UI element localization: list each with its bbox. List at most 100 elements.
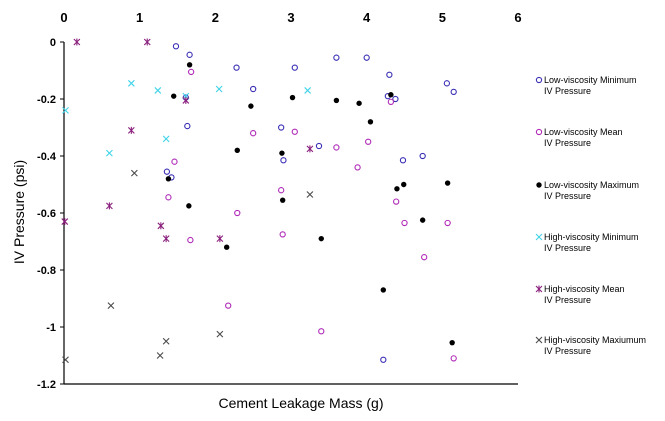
data-point (234, 147, 240, 153)
data-point (399, 157, 407, 164)
legend-label-line2: IV Pressure (544, 86, 591, 96)
data-point (172, 43, 180, 50)
data-point (419, 217, 426, 223)
x-tick-label: 1 (136, 10, 143, 25)
marker-stroke (106, 149, 113, 157)
legend-label: Low-viscosity Maximum (544, 180, 639, 190)
data-point (216, 235, 224, 243)
data-point (156, 352, 164, 359)
x-tick-label: 5 (439, 10, 446, 25)
data-point (449, 339, 455, 346)
data-point (306, 145, 314, 153)
series-5 (61, 38, 314, 243)
data-point (225, 302, 232, 309)
x-axis-title: Cement Leakage Mass (g) (219, 395, 384, 411)
data-point (187, 68, 195, 76)
data-point (419, 152, 426, 160)
series-4 (62, 79, 312, 157)
data-point (289, 94, 296, 101)
data-point (333, 144, 340, 151)
data-point (386, 71, 393, 78)
legend-marker (535, 76, 543, 84)
data-point (279, 150, 285, 156)
data-point (278, 124, 285, 131)
data-point (363, 54, 370, 61)
data-point (315, 142, 323, 150)
data-point (450, 88, 457, 96)
data-point (186, 203, 192, 209)
data-point (127, 79, 135, 87)
marker-stroke (162, 135, 170, 143)
data-point (291, 128, 298, 135)
data-point (165, 176, 172, 182)
data-point (401, 181, 407, 188)
points-layer (61, 38, 457, 364)
legend-marker (536, 182, 542, 188)
data-point (443, 80, 451, 87)
data-point (157, 222, 165, 230)
data-point (250, 85, 257, 93)
data-point (184, 122, 191, 130)
y-tick-label: -0.4 (37, 151, 57, 163)
legend-label: High-viscosity Minimum (544, 232, 639, 242)
legend-label: High-viscosity Maxiumum (544, 335, 646, 345)
data-point (62, 107, 69, 114)
data-point (250, 130, 257, 137)
marker-stroke (162, 337, 170, 345)
legend-marker (535, 128, 543, 136)
marker-stroke (107, 302, 115, 310)
marker-stroke (216, 330, 224, 338)
data-point (107, 302, 115, 310)
data-point (223, 244, 230, 250)
data-point (186, 51, 193, 58)
data-point (130, 169, 138, 177)
legend-label: High-viscosity Mean (544, 284, 625, 294)
legend-label-line2: IV Pressure (544, 243, 591, 253)
data-point (387, 98, 395, 105)
y-tick-label: -0.6 (37, 208, 56, 220)
x-tick-label: 4 (363, 10, 371, 25)
marker-stroke (154, 87, 162, 94)
series-6 (62, 169, 314, 364)
data-point (356, 100, 362, 106)
series-3 (165, 62, 455, 346)
data-point (333, 97, 340, 104)
marker-stroke (127, 79, 135, 87)
data-point (162, 235, 170, 243)
x-tick-label: 6 (514, 10, 521, 25)
legend-marker (535, 336, 543, 344)
data-point (106, 149, 113, 157)
x-tick-label: 3 (287, 10, 294, 25)
marker-stroke (62, 107, 69, 114)
y-tick-label: -1.2 (37, 379, 56, 391)
data-point (354, 164, 361, 171)
data-point (444, 180, 451, 186)
marker-stroke (306, 191, 314, 198)
data-point (154, 87, 162, 94)
legend-label-line2: IV Pressure (544, 295, 591, 305)
data-point (450, 355, 457, 362)
data-point (163, 168, 171, 175)
marker-stroke (215, 85, 223, 93)
marker-stroke (62, 356, 69, 364)
data-point (278, 187, 285, 194)
data-point (392, 95, 399, 103)
legend-marker (535, 233, 543, 241)
legend-label: Low-viscosity Minimum (544, 75, 637, 85)
data-point (106, 202, 113, 210)
legend-label-line2: IV Pressure (544, 138, 591, 148)
data-point (171, 158, 178, 165)
data-point (318, 235, 324, 242)
data-point (393, 198, 400, 205)
series-2 (165, 68, 457, 362)
data-point (127, 126, 135, 134)
data-point (306, 191, 314, 198)
legend-label: Low-viscosity Mean (544, 127, 623, 137)
data-point (182, 96, 190, 104)
